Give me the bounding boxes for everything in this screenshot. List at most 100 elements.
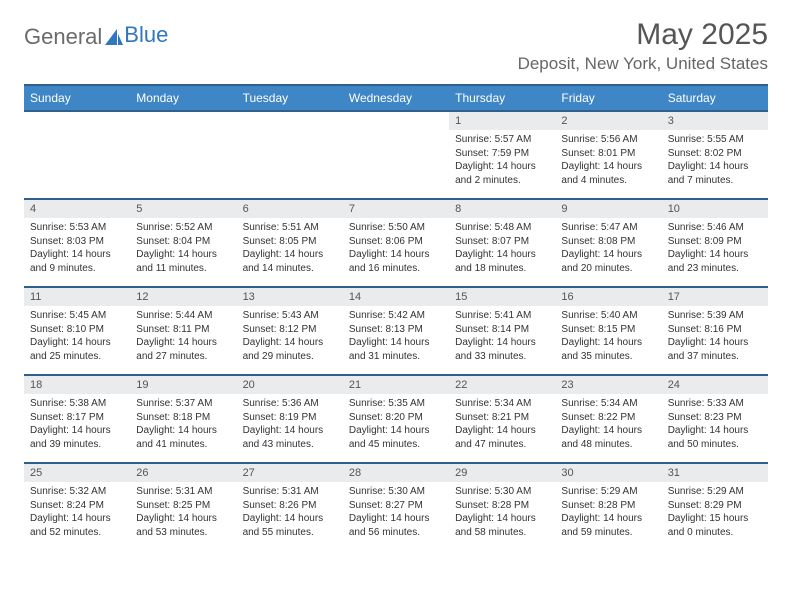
daylight2-line: and 56 minutes. <box>349 526 443 540</box>
calendar-day-cell: 6Sunrise: 5:51 AMSunset: 8:05 PMDaylight… <box>237 199 343 287</box>
sunset-line: Sunset: 8:22 PM <box>561 411 655 425</box>
calendar-day-cell: 1Sunrise: 5:57 AMSunset: 7:59 PMDaylight… <box>449 111 555 199</box>
daylight2-line: and 55 minutes. <box>243 526 337 540</box>
day-detail: Sunrise: 5:46 AMSunset: 8:09 PMDaylight:… <box>662 218 768 279</box>
calendar-day-cell: 31Sunrise: 5:29 AMSunset: 8:29 PMDayligh… <box>662 463 768 551</box>
daylight2-line: and 48 minutes. <box>561 438 655 452</box>
day-number: 7 <box>343 200 449 218</box>
sunset-line: Sunset: 8:14 PM <box>455 323 549 337</box>
day-number: 23 <box>555 376 661 394</box>
sunset-line: Sunset: 8:17 PM <box>30 411 124 425</box>
day-detail: Sunrise: 5:30 AMSunset: 8:27 PMDaylight:… <box>343 482 449 543</box>
daylight1-line: Daylight: 14 hours <box>243 512 337 526</box>
calendar-day-cell: 8Sunrise: 5:48 AMSunset: 8:07 PMDaylight… <box>449 199 555 287</box>
day-detail: Sunrise: 5:42 AMSunset: 8:13 PMDaylight:… <box>343 306 449 367</box>
sunrise-line: Sunrise: 5:47 AM <box>561 221 655 235</box>
daylight2-line: and 35 minutes. <box>561 350 655 364</box>
calendar-day-cell: 24Sunrise: 5:33 AMSunset: 8:23 PMDayligh… <box>662 375 768 463</box>
sunrise-line: Sunrise: 5:45 AM <box>30 309 124 323</box>
calendar-day-cell: 30Sunrise: 5:29 AMSunset: 8:28 PMDayligh… <box>555 463 661 551</box>
daylight2-line: and 25 minutes. <box>30 350 124 364</box>
month-title: May 2025 <box>518 18 768 52</box>
daylight2-line: and 43 minutes. <box>243 438 337 452</box>
daylight1-line: Daylight: 14 hours <box>561 424 655 438</box>
daylight2-line: and 18 minutes. <box>455 262 549 276</box>
day-detail: Sunrise: 5:45 AMSunset: 8:10 PMDaylight:… <box>24 306 130 367</box>
daylight1-line: Daylight: 14 hours <box>243 424 337 438</box>
day-detail: Sunrise: 5:31 AMSunset: 8:26 PMDaylight:… <box>237 482 343 543</box>
day-detail: Sunrise: 5:55 AMSunset: 8:02 PMDaylight:… <box>662 130 768 191</box>
calendar-day-cell: 13Sunrise: 5:43 AMSunset: 8:12 PMDayligh… <box>237 287 343 375</box>
sunset-line: Sunset: 8:24 PM <box>30 499 124 513</box>
daylight2-line: and 7 minutes. <box>668 174 762 188</box>
calendar-day-cell: 25Sunrise: 5:32 AMSunset: 8:24 PMDayligh… <box>24 463 130 551</box>
sunset-line: Sunset: 8:21 PM <box>455 411 549 425</box>
daylight2-line: and 23 minutes. <box>668 262 762 276</box>
daylight2-line: and 29 minutes. <box>243 350 337 364</box>
daylight2-line: and 58 minutes. <box>455 526 549 540</box>
daylight2-line: and 31 minutes. <box>349 350 443 364</box>
calendar-day-cell: 19Sunrise: 5:37 AMSunset: 8:18 PMDayligh… <box>130 375 236 463</box>
day-number: 14 <box>343 288 449 306</box>
daylight1-line: Daylight: 14 hours <box>455 424 549 438</box>
day-detail: Sunrise: 5:34 AMSunset: 8:21 PMDaylight:… <box>449 394 555 455</box>
calendar-day-cell: 4Sunrise: 5:53 AMSunset: 8:03 PMDaylight… <box>24 199 130 287</box>
calendar-day-cell: 15Sunrise: 5:41 AMSunset: 8:14 PMDayligh… <box>449 287 555 375</box>
sunrise-line: Sunrise: 5:38 AM <box>30 397 124 411</box>
day-number: 17 <box>662 288 768 306</box>
header-right: May 2025 Deposit, New York, United State… <box>518 18 768 74</box>
day-number: 5 <box>130 200 236 218</box>
daylight2-line: and 50 minutes. <box>668 438 762 452</box>
sunrise-line: Sunrise: 5:42 AM <box>349 309 443 323</box>
daylight1-line: Daylight: 14 hours <box>668 160 762 174</box>
day-number: 1 <box>449 112 555 130</box>
daylight2-line: and 14 minutes. <box>243 262 337 276</box>
day-number: 20 <box>237 376 343 394</box>
weekday-header: Monday <box>130 85 236 111</box>
daylight1-line: Daylight: 14 hours <box>243 336 337 350</box>
calendar-week-row: 4Sunrise: 5:53 AMSunset: 8:03 PMDaylight… <box>24 199 768 287</box>
day-number: 19 <box>130 376 236 394</box>
logo: General Blue <box>24 18 168 50</box>
daylight1-line: Daylight: 15 hours <box>668 512 762 526</box>
sunset-line: Sunset: 8:28 PM <box>455 499 549 513</box>
daylight1-line: Daylight: 14 hours <box>668 424 762 438</box>
weekday-header: Tuesday <box>237 85 343 111</box>
daylight1-line: Daylight: 14 hours <box>349 512 443 526</box>
daylight1-line: Daylight: 14 hours <box>561 160 655 174</box>
daylight2-line: and 59 minutes. <box>561 526 655 540</box>
day-detail: Sunrise: 5:44 AMSunset: 8:11 PMDaylight:… <box>130 306 236 367</box>
calendar-day-cell: ..... <box>237 111 343 199</box>
daylight1-line: Daylight: 14 hours <box>455 336 549 350</box>
sunset-line: Sunset: 8:23 PM <box>668 411 762 425</box>
day-number: 27 <box>237 464 343 482</box>
sunrise-line: Sunrise: 5:40 AM <box>561 309 655 323</box>
daylight1-line: Daylight: 14 hours <box>349 248 443 262</box>
calendar-day-cell: 28Sunrise: 5:30 AMSunset: 8:27 PMDayligh… <box>343 463 449 551</box>
calendar-day-cell: 9Sunrise: 5:47 AMSunset: 8:08 PMDaylight… <box>555 199 661 287</box>
calendar-day-cell: 20Sunrise: 5:36 AMSunset: 8:19 PMDayligh… <box>237 375 343 463</box>
sunrise-line: Sunrise: 5:56 AM <box>561 133 655 147</box>
daylight1-line: Daylight: 14 hours <box>349 336 443 350</box>
day-number: 25 <box>24 464 130 482</box>
daylight1-line: Daylight: 14 hours <box>668 336 762 350</box>
daylight1-line: Daylight: 14 hours <box>349 424 443 438</box>
sunset-line: Sunset: 8:13 PM <box>349 323 443 337</box>
day-number: 9 <box>555 200 661 218</box>
sunrise-line: Sunrise: 5:33 AM <box>668 397 762 411</box>
location-label: Deposit, New York, United States <box>518 54 768 74</box>
sunrise-line: Sunrise: 5:34 AM <box>455 397 549 411</box>
daylight1-line: Daylight: 14 hours <box>30 512 124 526</box>
calendar-page: General Blue May 2025 Deposit, New York,… <box>0 0 792 551</box>
sunrise-line: Sunrise: 5:43 AM <box>243 309 337 323</box>
day-number: 31 <box>662 464 768 482</box>
sunset-line: Sunset: 8:04 PM <box>136 235 230 249</box>
sunrise-line: Sunrise: 5:35 AM <box>349 397 443 411</box>
calendar-day-cell: 23Sunrise: 5:34 AMSunset: 8:22 PMDayligh… <box>555 375 661 463</box>
calendar-day-cell: 11Sunrise: 5:45 AMSunset: 8:10 PMDayligh… <box>24 287 130 375</box>
sunrise-line: Sunrise: 5:37 AM <box>136 397 230 411</box>
calendar-week-row: 25Sunrise: 5:32 AMSunset: 8:24 PMDayligh… <box>24 463 768 551</box>
calendar-day-cell: 29Sunrise: 5:30 AMSunset: 8:28 PMDayligh… <box>449 463 555 551</box>
daylight2-line: and 20 minutes. <box>561 262 655 276</box>
calendar-day-cell: ..... <box>343 111 449 199</box>
